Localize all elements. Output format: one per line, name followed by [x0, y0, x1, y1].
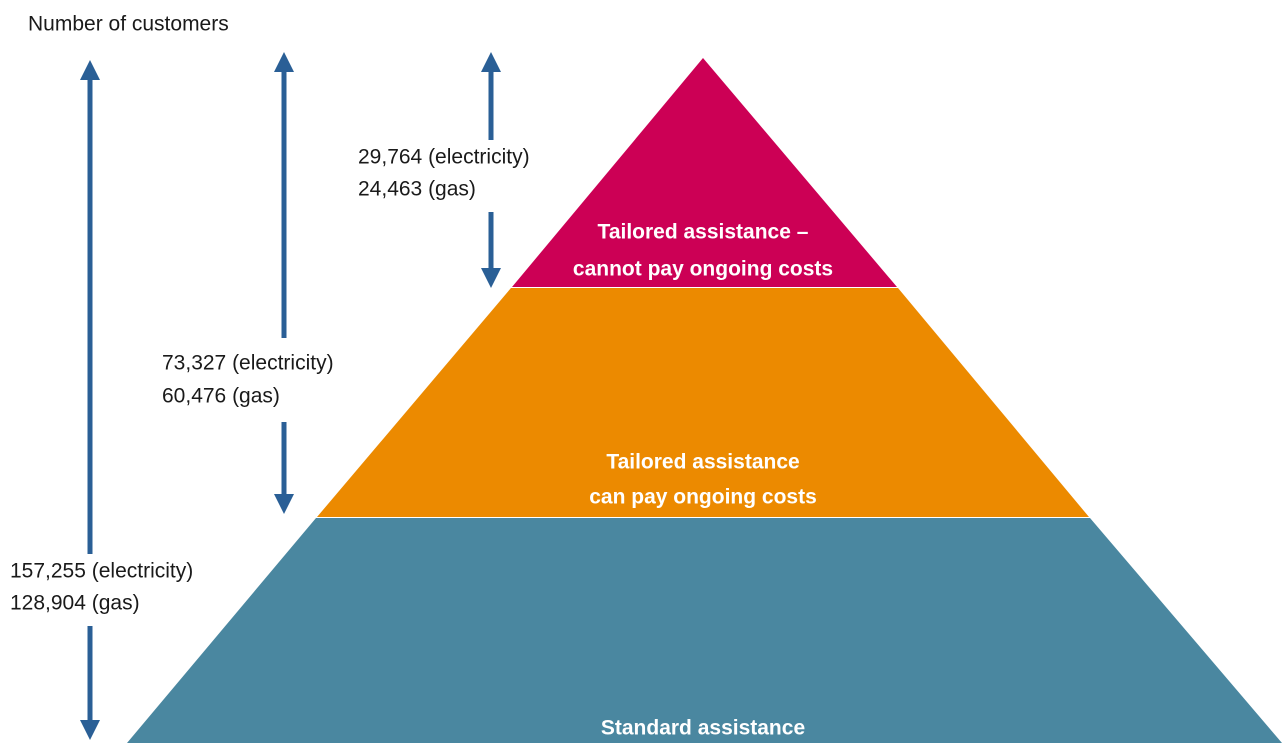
annotation: 60,476 (gas): [162, 385, 280, 408]
tier-label: Tailored assistance –: [598, 221, 809, 244]
tier-middle: [317, 288, 1089, 517]
title: Number of customers: [28, 13, 229, 36]
annotation: 128,904 (gas): [10, 592, 140, 615]
annotation: 73,327 (electricity): [162, 352, 334, 375]
annotation: 24,463 (gas): [358, 178, 476, 201]
arrow: [80, 60, 100, 740]
tier-label: cannot pay ongoing costs: [573, 258, 833, 281]
tier-label: Tailored assistance: [606, 451, 799, 474]
tier-label: Standard assistance: [601, 717, 805, 740]
annotation: 157,255 (electricity): [10, 560, 193, 583]
tier-bottom: [127, 518, 1282, 743]
arrow: [481, 52, 501, 288]
arrow: [274, 52, 294, 514]
annotation: 29,764 (electricity): [358, 146, 530, 169]
tier-top: [512, 58, 897, 287]
tier-label: can pay ongoing costs: [589, 486, 817, 509]
